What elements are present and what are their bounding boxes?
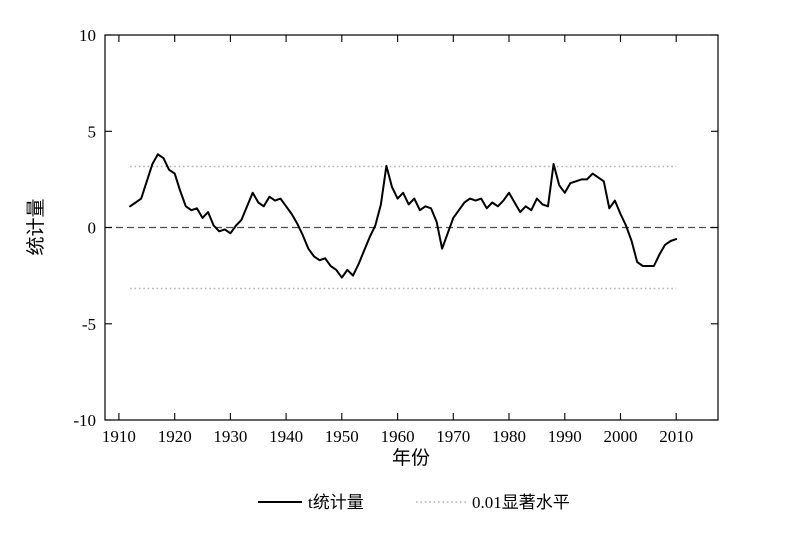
reference-lines	[105, 165, 718, 290]
x-axis-label: 年份	[392, 447, 430, 469]
y-tick-label: 5	[88, 122, 97, 141]
axis-tick-labels: 1910 1920 1930 1940 1950 1960 1970 1980 1990 2000…	[73, 26, 693, 446]
y-tick-label: -5	[82, 315, 96, 334]
x-tick-label: 1920	[158, 427, 192, 446]
y-tick-label: -10	[73, 411, 96, 430]
x-tick-label: 2010	[659, 427, 693, 446]
x-tick-label: 1970	[436, 427, 470, 446]
y-axis-label: 统计量	[25, 198, 47, 255]
data-series	[129, 153, 678, 279]
x-tick-label: 1940	[269, 427, 303, 446]
x-tick-label: 1950	[325, 427, 359, 446]
legend-label-t-statistic: t统计量	[308, 493, 364, 512]
y-tick-label: 10	[79, 26, 96, 45]
series-line-0	[129, 153, 678, 279]
axis-ticks	[105, 34, 718, 421]
x-tick-label: 1910	[102, 427, 136, 446]
x-tick-label: 1990	[548, 427, 582, 446]
x-tick-label: 1930	[213, 427, 247, 446]
y-tick-label: 0	[88, 219, 97, 238]
x-tick-label: 1960	[381, 427, 415, 446]
legend: t统计量 0.01显著水平	[258, 493, 570, 512]
x-tick-label: 2000	[604, 427, 638, 446]
x-tick-label: 1980	[492, 427, 526, 446]
legend-label-significance: 0.01显著水平	[472, 493, 570, 512]
